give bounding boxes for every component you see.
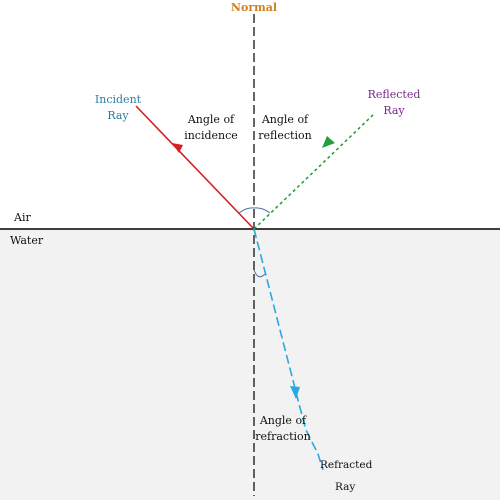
air-label: Air [14, 210, 31, 226]
reflected-ray [253, 112, 376, 230]
incident-label-line2: Ray [107, 109, 129, 122]
refracted-ray-label-line1: Refracted [320, 457, 372, 473]
angle-reflection-arc [253, 207, 271, 214]
water-region [0, 229, 500, 500]
water-label: Water [10, 233, 43, 249]
normal-label: Normal [224, 0, 284, 16]
normal-label-text: Normal [230, 1, 278, 14]
angle-refraction-line1: Angle of [259, 414, 307, 427]
reflected-arrowhead [322, 136, 335, 148]
angle-incidence-label: Angle of incidence [178, 112, 244, 144]
refracted-ray-label-line2: Ray [335, 479, 355, 495]
incident-label-line1: Incident [94, 93, 142, 106]
refracted-arrowhead [290, 386, 300, 399]
refracted-label-text2: Ray [335, 481, 356, 493]
angle-incidence-line2: incidence [184, 129, 238, 142]
reflected-label-line2: Ray [383, 104, 405, 117]
angle-refraction-arc [253, 269, 266, 278]
angle-incidence-line1: Angle of [187, 113, 235, 126]
angle-refraction-label: Angle of refraction [250, 413, 316, 445]
incident-ray-label: Incident Ray [88, 92, 148, 124]
reflected-label-line1: Reflected [367, 88, 421, 101]
air-label-text: Air [14, 211, 31, 224]
angle-reflection-label: Angle of reflection [252, 112, 318, 144]
water-label-text: Water [10, 234, 44, 247]
angle-reflection-line1: Angle of [261, 113, 309, 126]
incident-arrowhead [172, 143, 183, 153]
angle-incidence-arc [238, 207, 255, 214]
incident-ray [135, 105, 255, 230]
angle-reflection-line2: reflection [258, 129, 312, 142]
angle-refraction-line2: refraction [255, 430, 311, 443]
reflected-ray-label: Reflected Ray [362, 87, 426, 119]
refracted-label-text1: Refracted [320, 459, 373, 471]
refracted-ray [253, 228, 324, 471]
